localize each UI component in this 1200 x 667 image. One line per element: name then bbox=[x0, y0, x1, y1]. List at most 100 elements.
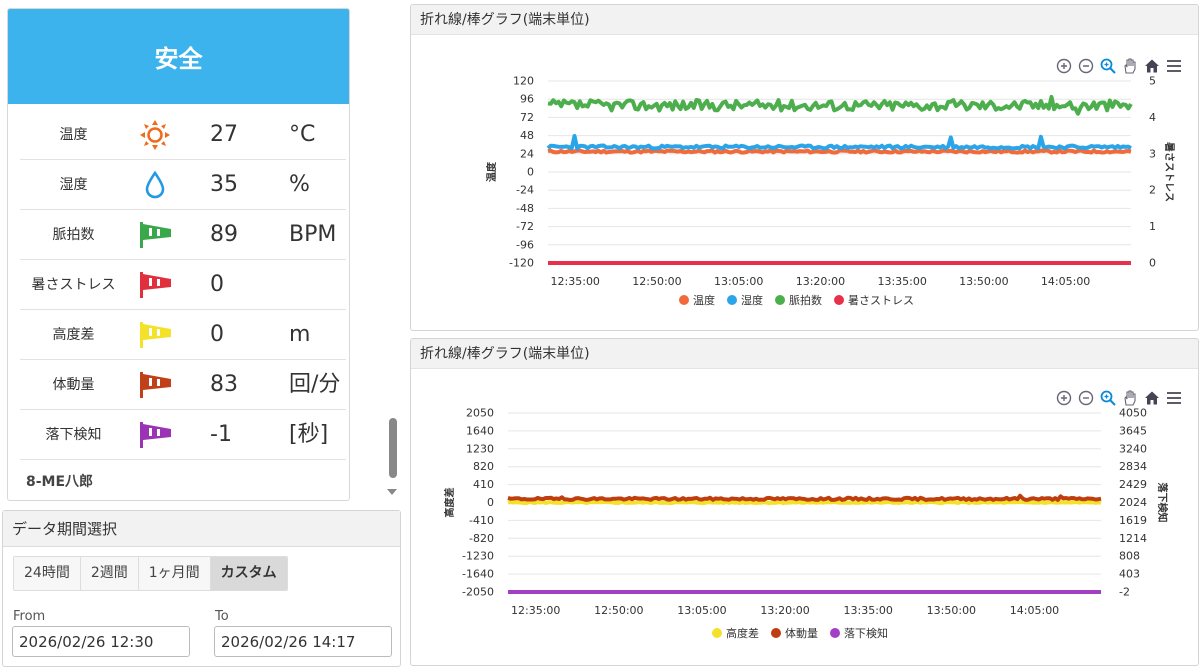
metric-unit: [秒] bbox=[289, 422, 329, 447]
series-line bbox=[547, 94, 1133, 116]
chart-title: 折れ線/棒グラフ(端末単位) bbox=[411, 339, 1198, 369]
y-tick-label: 1640 bbox=[466, 424, 494, 437]
legend-label: 脈拍数 bbox=[789, 294, 822, 307]
legend-item-body-motion[interactable]: 体動量 bbox=[771, 625, 818, 641]
legend-label: 落下検知 bbox=[844, 627, 888, 640]
period-1month-button[interactable]: 1ヶ月間 bbox=[138, 557, 211, 590]
reset-home-icon[interactable] bbox=[1143, 389, 1161, 407]
period-24h-button[interactable]: 24時間 bbox=[14, 557, 81, 590]
metric-value: 35 bbox=[210, 172, 238, 197]
y2-tick-label: 4050 bbox=[1119, 407, 1147, 420]
safety-status-banner: 安全 bbox=[8, 9, 349, 104]
chart-title: 折れ線/棒グラフ(端末単位) bbox=[411, 5, 1198, 35]
x-tick-label: 12:35:00 bbox=[551, 275, 600, 288]
chart-panel-environment: 折れ線/棒グラフ(端末単位) 120 96 72 48 24 0 -24 -48 -72 -96-… bbox=[410, 4, 1199, 331]
y-tick-label: -1640 bbox=[462, 568, 494, 581]
metric-label: 脈拍数 bbox=[52, 227, 95, 243]
metric-value: 83 bbox=[210, 372, 238, 397]
series-line bbox=[507, 499, 1102, 506]
y-tick-label: -48 bbox=[516, 202, 534, 215]
legend-item-fall-detection[interactable]: 落下検知 bbox=[830, 625, 888, 641]
zoom-out-icon[interactable] bbox=[1077, 389, 1095, 407]
scrollbar-thumb[interactable] bbox=[389, 418, 397, 478]
to-date-input[interactable] bbox=[214, 626, 392, 657]
x-tick-label: 12:50:00 bbox=[632, 275, 681, 288]
y-axis-title: 高度差 bbox=[443, 488, 456, 518]
safety-status-label: 安全 bbox=[154, 45, 203, 73]
y2-tick-label: 2834 bbox=[1119, 460, 1147, 473]
legend-dot bbox=[830, 628, 840, 638]
x-tick-label: 13:20:00 bbox=[760, 604, 809, 617]
series-line bbox=[546, 134, 1132, 151]
metric-unit: m bbox=[289, 322, 311, 347]
period-2weeks-button[interactable]: 2週間 bbox=[80, 557, 139, 590]
y2-tick-label: 3 bbox=[1149, 147, 1156, 160]
scroll-down-arrow-icon[interactable] bbox=[387, 489, 397, 495]
y-tick-label: -820 bbox=[469, 532, 494, 545]
metric-value: -1 bbox=[210, 422, 232, 447]
menu-icon[interactable] bbox=[1165, 389, 1183, 407]
legend-item-humidity[interactable]: 湿度 bbox=[727, 292, 763, 308]
sun-icon bbox=[140, 120, 170, 150]
legend-label: 湿度 bbox=[741, 294, 763, 307]
x-tick-label: 14:05:00 bbox=[1010, 604, 1059, 617]
legend-dot bbox=[679, 295, 689, 305]
legend-item-altitude[interactable]: 高度差 bbox=[712, 625, 759, 641]
pan-hand-icon[interactable] bbox=[1121, 57, 1139, 75]
legend-item-temperature[interactable]: 温度 bbox=[679, 292, 715, 308]
flag-icon bbox=[140, 322, 171, 348]
reset-home-icon[interactable] bbox=[1143, 57, 1161, 75]
y-tick-label: 0 bbox=[487, 496, 494, 509]
y-tick-label: 820 bbox=[473, 460, 494, 473]
metric-unit: °C bbox=[289, 122, 316, 147]
to-label: To bbox=[215, 609, 229, 624]
legend-dot bbox=[727, 295, 737, 305]
y-tick-label: -2050 bbox=[462, 586, 494, 599]
metric-label: 落下検知 bbox=[45, 427, 102, 443]
x-tick-label: 13:20:00 bbox=[796, 275, 845, 288]
y-tick-label: -72 bbox=[516, 220, 534, 233]
y-tick-label: 96 bbox=[520, 93, 534, 106]
menu-icon[interactable] bbox=[1165, 57, 1183, 75]
chart-legend: 高度差 体動量 落下検知 bbox=[712, 625, 888, 641]
period-custom-button[interactable]: カスタム bbox=[210, 557, 287, 590]
selection-zoom-icon[interactable] bbox=[1099, 389, 1117, 407]
metric-row-altitude: 高度差 0 m bbox=[20, 310, 346, 360]
y-tick-label: -24 bbox=[516, 184, 534, 197]
y2-tick-label: 403 bbox=[1119, 568, 1140, 581]
legend-item-heat-stress[interactable]: 暑さストレス bbox=[834, 292, 914, 308]
series-line bbox=[547, 148, 1132, 155]
series-line bbox=[507, 493, 1102, 502]
selection-zoom-icon[interactable] bbox=[1099, 57, 1117, 75]
y-axis-title: 温度 bbox=[485, 161, 498, 182]
legend-dot bbox=[771, 628, 781, 638]
metric-row-humidity: 湿度 35 % bbox=[20, 160, 346, 210]
legend-dot bbox=[775, 295, 785, 305]
from-date-input[interactable] bbox=[12, 626, 190, 657]
metric-label: 湿度 bbox=[59, 177, 88, 193]
legend-dot bbox=[712, 628, 722, 638]
y2-tick-label: 3645 bbox=[1119, 424, 1147, 437]
metric-value: 0 bbox=[210, 272, 224, 297]
y-tick-label: 0 bbox=[527, 166, 534, 179]
metric-row-fall-detection: 落下検知 -1 [秒] bbox=[20, 410, 346, 460]
flag-icon bbox=[140, 272, 171, 298]
y2-tick-label: 2 bbox=[1149, 184, 1156, 197]
metric-label: 高度差 bbox=[52, 327, 95, 343]
metric-value: 27 bbox=[210, 122, 238, 147]
y2-tick-label: 4 bbox=[1149, 111, 1156, 124]
x-tick-label: 14:05:00 bbox=[1041, 275, 1090, 288]
x-tick-label: 13:50:00 bbox=[927, 604, 976, 617]
period-button-group: 24時間 2週間 1ヶ月間 カスタム bbox=[13, 556, 288, 591]
pan-hand-icon[interactable] bbox=[1121, 389, 1139, 407]
y2-tick-label: 808 bbox=[1119, 550, 1140, 563]
legend-label: 温度 bbox=[693, 294, 715, 307]
zoom-in-icon[interactable] bbox=[1055, 389, 1073, 407]
metric-value: 89 bbox=[210, 222, 238, 247]
zoom-in-icon[interactable] bbox=[1055, 57, 1073, 75]
y2-tick-label: 1214 bbox=[1119, 532, 1147, 545]
y-tick-label: 1230 bbox=[466, 442, 494, 455]
legend-item-pulse[interactable]: 脈拍数 bbox=[775, 292, 822, 308]
zoom-out-icon[interactable] bbox=[1077, 57, 1095, 75]
chart-toolbar bbox=[1055, 389, 1183, 407]
